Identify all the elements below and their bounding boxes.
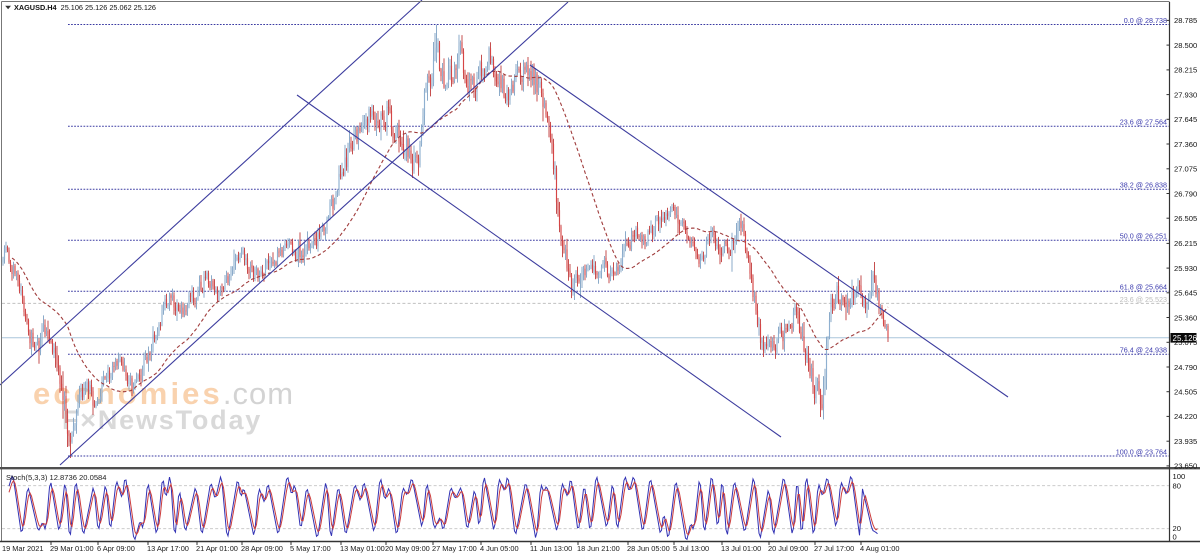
svg-text:5 May 17:00: 5 May 17:00 (290, 544, 331, 553)
svg-text:27.075: 27.075 (1174, 165, 1197, 174)
svg-text:24.790: 24.790 (1174, 363, 1197, 372)
svg-text:28 Jun 05:00: 28 Jun 05:00 (627, 544, 670, 553)
svg-text:13 May 01:00: 13 May 01:00 (340, 544, 385, 553)
svg-text:13 Apr 17:00: 13 Apr 17:00 (147, 544, 189, 553)
svg-text:28.500: 28.500 (1174, 41, 1197, 50)
svg-text:XAGUSD.H4 25.106 25.126 25.06: XAGUSD.H4 25.106 25.126 25.062 25.126 (14, 3, 156, 12)
svg-text:61.8 @ 25.664: 61.8 @ 25.664 (1120, 283, 1167, 292)
svg-text:21 Apr 01:00: 21 Apr 01:00 (196, 544, 238, 553)
svg-text:27 May 17:00: 27 May 17:00 (432, 544, 477, 553)
svg-text:24.505: 24.505 (1174, 388, 1197, 397)
svg-text:13 Jul 01:00: 13 Jul 01:00 (721, 544, 761, 553)
svg-text:26.215: 26.215 (1174, 239, 1197, 248)
svg-text:19 Mar 2021: 19 Mar 2021 (2, 544, 44, 553)
svg-text:economies.com: economies.com (33, 376, 294, 411)
svg-text:20 May 09:00: 20 May 09:00 (385, 544, 430, 553)
svg-text:80: 80 (1173, 482, 1181, 491)
svg-text:6 Apr 09:00: 6 Apr 09:00 (97, 544, 135, 553)
svg-text:Stoch(5,3,3) 12.8736 20.0584: Stoch(5,3,3) 12.8736 20.0584 (6, 473, 106, 482)
svg-text:18 Jun 21:00: 18 Jun 21:00 (577, 544, 620, 553)
svg-text:11 Jun 13:00: 11 Jun 13:00 (530, 544, 572, 553)
svg-text:25.126: 25.126 (1173, 334, 1198, 343)
svg-text:23.6 @ 25.523: 23.6 @ 25.523 (1120, 295, 1167, 304)
svg-text:24.220: 24.220 (1174, 412, 1197, 421)
svg-text:76.4 @ 24.938: 76.4 @ 24.938 (1120, 346, 1167, 355)
svg-text:5 Jul 13:00: 5 Jul 13:00 (673, 544, 709, 553)
svg-text:4 Jun 05:00: 4 Jun 05:00 (480, 544, 519, 553)
svg-text:F×NewsToday: F×NewsToday (62, 405, 262, 435)
svg-text:50.0 @ 26.251: 50.0 @ 26.251 (1120, 232, 1167, 241)
svg-text:4 Aug 01:00: 4 Aug 01:00 (860, 544, 899, 553)
svg-text:27.645: 27.645 (1174, 115, 1197, 124)
svg-text:25.645: 25.645 (1174, 289, 1197, 298)
svg-text:28.785: 28.785 (1174, 16, 1197, 25)
svg-text:23.650: 23.650 (1174, 462, 1197, 471)
svg-text:23.6 @ 27.564: 23.6 @ 27.564 (1120, 118, 1167, 127)
svg-text:26.790: 26.790 (1174, 189, 1197, 198)
svg-text:23.935: 23.935 (1174, 437, 1197, 446)
svg-text:26.505: 26.505 (1174, 214, 1197, 223)
svg-text:27 Jul 17:00: 27 Jul 17:00 (814, 544, 854, 553)
svg-text:28.215: 28.215 (1174, 66, 1197, 75)
svg-text:0: 0 (1173, 533, 1177, 542)
svg-text:20 Jul 09:00: 20 Jul 09:00 (768, 544, 808, 553)
svg-text:27.930: 27.930 (1174, 90, 1197, 99)
svg-text:100: 100 (1173, 472, 1186, 481)
svg-text:38.2 @ 26.838: 38.2 @ 26.838 (1120, 181, 1167, 190)
svg-text:20: 20 (1173, 524, 1181, 533)
svg-text:100.0 @ 23.764: 100.0 @ 23.764 (1116, 447, 1167, 456)
svg-text:0.0 @ 28.738: 0.0 @ 28.738 (1124, 16, 1167, 25)
svg-text:25.360: 25.360 (1174, 313, 1197, 322)
svg-text:28 Apr 09:00: 28 Apr 09:00 (241, 544, 283, 553)
svg-text:29 Mar 01:00: 29 Mar 01:00 (50, 544, 94, 553)
svg-text:25.930: 25.930 (1174, 264, 1197, 273)
svg-text:27.360: 27.360 (1174, 140, 1197, 149)
